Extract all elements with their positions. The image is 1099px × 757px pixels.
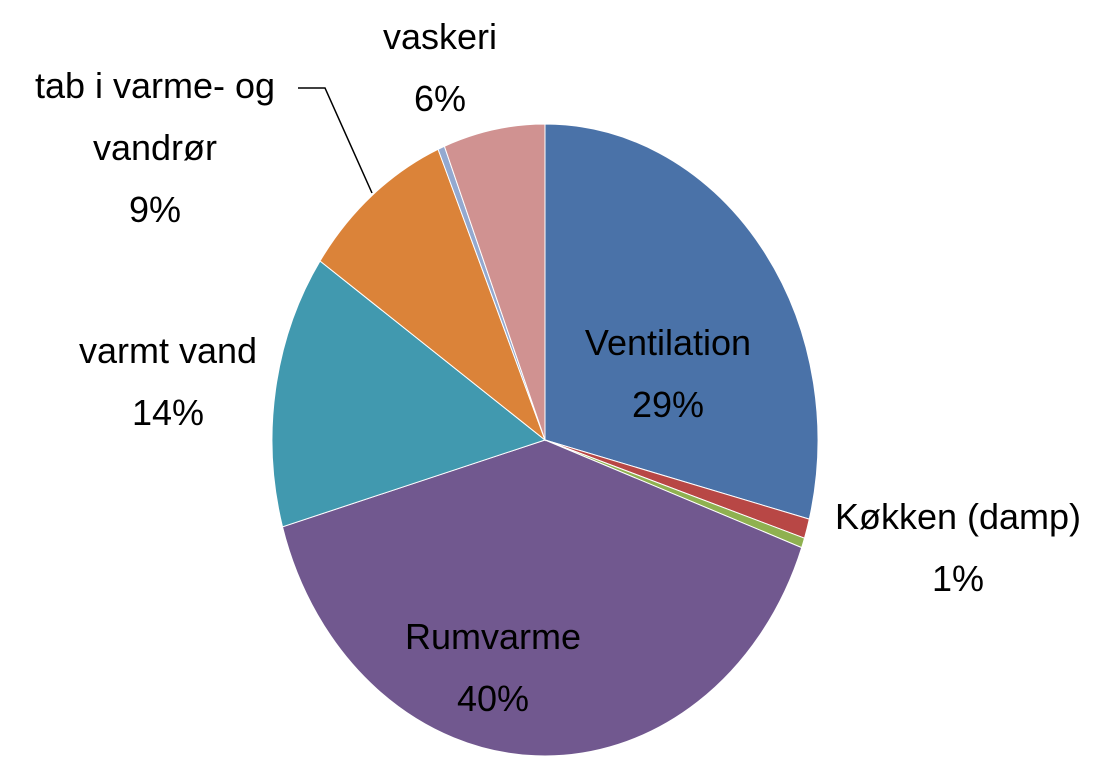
category-label: varmt vand — [78, 330, 258, 371]
value-label: 14% — [131, 392, 205, 433]
category-label: Ventilation — [584, 322, 752, 363]
value-label: 9% — [128, 189, 182, 230]
value-label: 6% — [413, 78, 467, 119]
slice-label: vaskeri 6% — [290, 6, 590, 130]
category-label: Rumvarme — [404, 616, 582, 657]
category-label: vaskeri — [382, 16, 498, 57]
pie-slice — [271, 260, 547, 528]
value-label: 29% — [631, 384, 705, 425]
category-label: tab i varme- og vandrør — [34, 65, 276, 168]
slice-label: Køkken (damp) 1% — [818, 486, 1098, 610]
slice-label: Ventilation 29% — [518, 312, 818, 436]
category-label: Køkken (damp) — [834, 496, 1082, 537]
pie-slice — [544, 123, 819, 520]
pie-slice — [319, 148, 547, 442]
pie-slice — [443, 123, 546, 441]
slice-label: tab i varme- og vandrør 9% — [10, 55, 300, 241]
value-label: 40% — [456, 678, 530, 719]
slice-label: varmt vand 14% — [18, 320, 318, 444]
value-label: 1% — [931, 558, 985, 599]
slice-label: Rumvarme 40% — [343, 606, 643, 730]
leader-line — [298, 87, 373, 194]
pie-slice — [281, 439, 803, 757]
